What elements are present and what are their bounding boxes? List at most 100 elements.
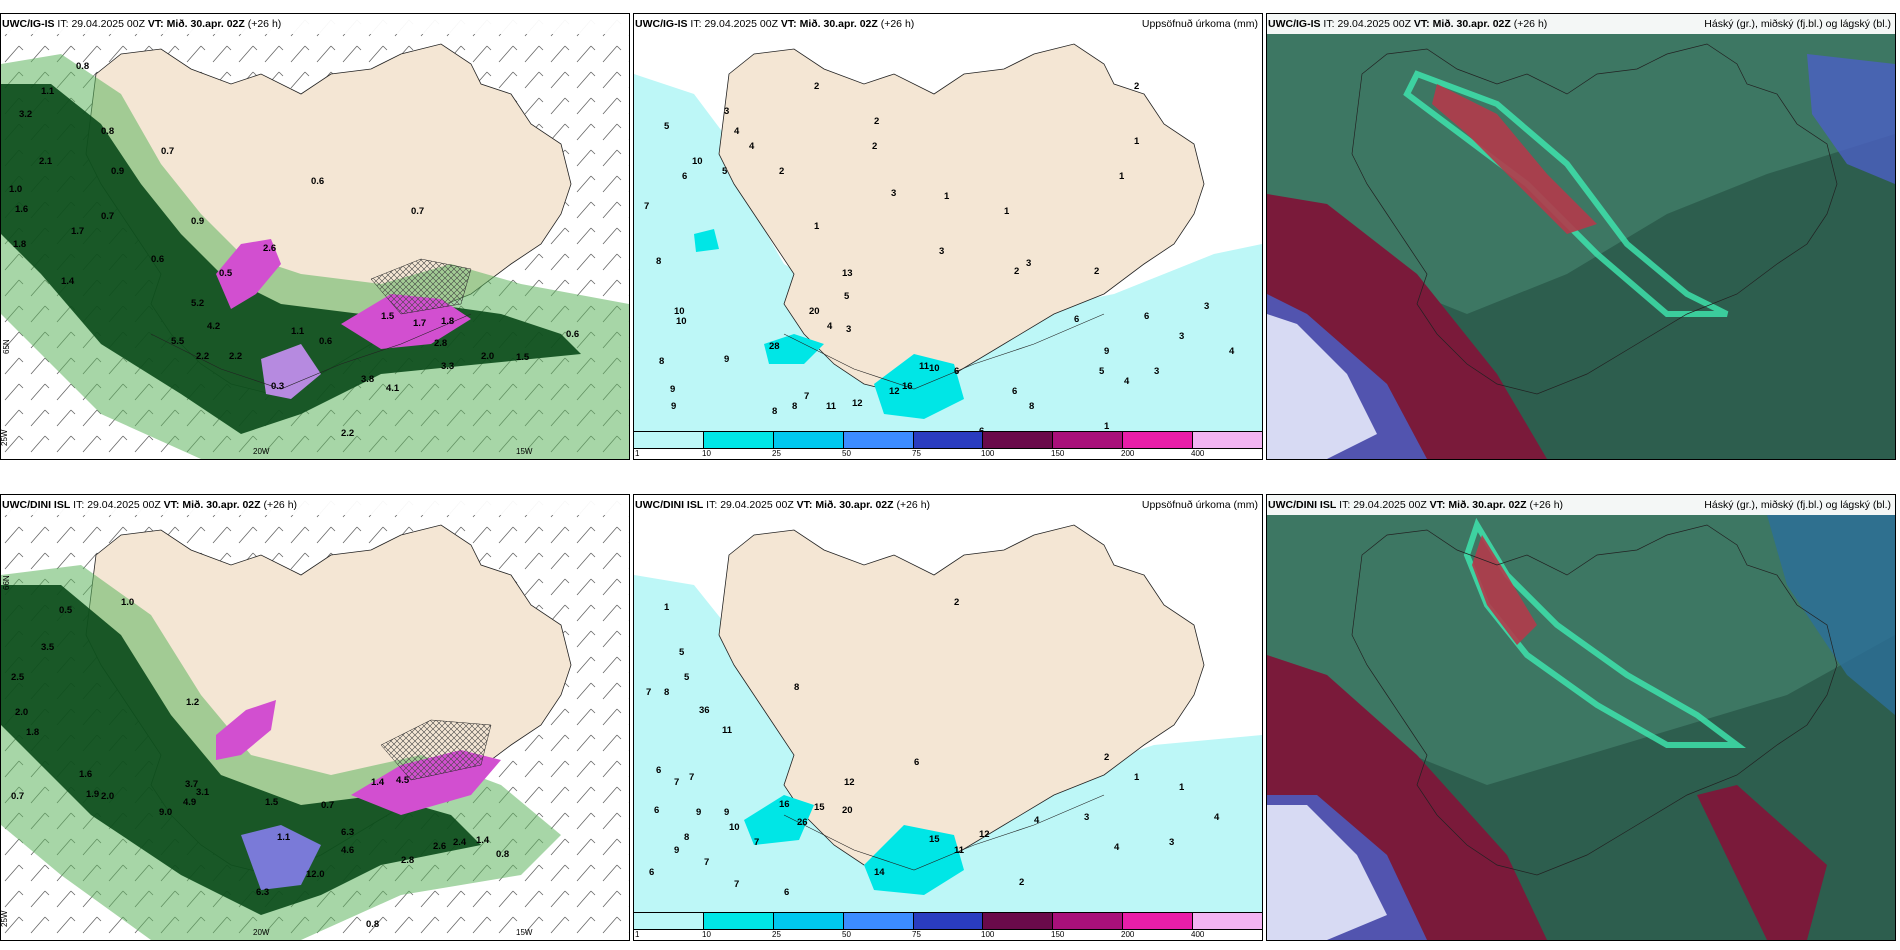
value-label: 2 xyxy=(1104,752,1109,763)
value-label: 0.7 xyxy=(161,146,174,157)
colorbar-tick: 75 xyxy=(912,930,921,939)
value-label: 1.4 xyxy=(61,276,75,287)
it-label: IT: xyxy=(690,18,702,30)
value-label: 6 xyxy=(649,867,654,878)
value-label: 2.5 xyxy=(11,672,25,683)
value-label: 3.1 xyxy=(196,787,210,798)
colorbar-ticks: 1 10 25 50 75 100 150 200 400 xyxy=(634,930,1262,940)
value-label: 6 xyxy=(784,887,789,898)
colorbar-tick: 100 xyxy=(981,449,995,458)
lon-label: 20W xyxy=(253,928,270,937)
wind-precip-map: 0.8 1.1 3.2 2.1 0.9 0.8 0.7 1.0 1.6 1.8 … xyxy=(1,14,629,459)
panel-header: UWC/IG-IS IT: 29.04.2025 00Z VT: Mið. 30… xyxy=(1268,18,1547,30)
value-label: 1 xyxy=(664,602,670,613)
vt-label: VT: xyxy=(780,18,797,30)
precip-values: 1 5 5 7 8 6 7 6 7 9 9 10 11 12 16 15 26 … xyxy=(646,597,1220,935)
value-label: 0.8 xyxy=(76,61,89,72)
value-label: 1.8 xyxy=(26,727,39,738)
colorbar-segment xyxy=(703,432,774,448)
init-time: 29.04.2025 00Z xyxy=(704,18,778,30)
value-label: 0.7 xyxy=(101,211,114,222)
colorbar-segment xyxy=(1193,913,1262,929)
colorbar-segment xyxy=(1053,432,1124,448)
mid-cloud-area xyxy=(1267,515,1895,785)
value-label: 1.5 xyxy=(516,352,530,363)
white-cloud-area xyxy=(1267,314,1377,459)
value-label: 1.4 xyxy=(371,777,385,788)
value-label: 4 xyxy=(749,141,755,152)
value-label: 2.4 xyxy=(453,837,467,848)
value-label: 9.0 xyxy=(159,807,172,818)
value-label: 2.8 xyxy=(401,855,414,866)
value-label: 2 xyxy=(954,597,959,608)
iceland-outline xyxy=(1351,524,1838,876)
colorbar-segment xyxy=(843,432,914,448)
value-label: 3.5 xyxy=(41,642,55,653)
value-label: 8 xyxy=(684,832,689,843)
value-label: 9 xyxy=(671,401,676,412)
precip-colorbar xyxy=(634,912,1262,930)
panel-header-bg xyxy=(1267,495,1895,515)
value-label: 6.3 xyxy=(256,887,269,898)
value-label: 16 xyxy=(902,381,913,392)
value-label: 11 xyxy=(826,401,837,412)
value-label: 15 xyxy=(814,802,825,813)
accum-precip-map: 5 7 8 10 8 9 9 6 10 5 2 3 4 4 2 1 1 2 2 … xyxy=(634,14,1262,459)
value-label: 6 xyxy=(656,765,661,776)
colorbar-segment xyxy=(983,432,1054,448)
value-label: 28 xyxy=(769,341,780,352)
value-label: 5.2 xyxy=(191,298,204,309)
panel-accum-precip-igis: UWC/IG-IS IT: 29.04.2025 00Z VT: Mið. 30… xyxy=(633,13,1263,460)
value-label: 5 xyxy=(722,166,728,177)
model-name: UWC/DINI ISL xyxy=(635,499,704,511)
value-label: 1.7 xyxy=(413,318,426,329)
lead-time: (+26 h) xyxy=(1529,499,1564,511)
value-label: 4.2 xyxy=(207,321,220,332)
value-label: 10 xyxy=(692,156,703,167)
value-label: 1.8 xyxy=(441,316,454,327)
init-time: 29.04.2025 00Z xyxy=(720,499,794,511)
precip-colorbar xyxy=(634,431,1262,449)
value-label: 2 xyxy=(779,166,784,177)
high-cloud-streak xyxy=(1697,785,1827,940)
value-label: 1.1 xyxy=(41,86,55,97)
lon-label: 15W xyxy=(516,928,533,937)
valid-time: Mið. 30.apr. 02Z xyxy=(1432,18,1511,30)
precip-values: 0.8 1.1 3.2 2.1 0.9 0.8 0.7 1.0 1.6 1.8 … xyxy=(9,61,579,439)
lon-label: 15W xyxy=(516,447,533,456)
value-label: 3 xyxy=(724,106,729,117)
value-label: 4.1 xyxy=(386,383,400,394)
panel-header-bg xyxy=(1,495,629,515)
value-label: 1.0 xyxy=(9,184,22,195)
value-label: 0.6 xyxy=(151,254,164,265)
model-name: UWC/IG-IS xyxy=(1268,18,1321,30)
panel-title: Háský (gr.), miðský (fj.bl.) og lágský (… xyxy=(1704,499,1891,511)
panel-title: Háský (gr.), miðský (fj.bl.) og lágský (… xyxy=(1704,18,1891,30)
value-label: 6 xyxy=(654,805,659,816)
value-label: 7 xyxy=(646,687,651,698)
valid-time: Mið. 30.apr. 02Z xyxy=(1448,499,1527,511)
value-label: 5 xyxy=(684,672,690,683)
value-label: 5 xyxy=(679,647,685,658)
panel-header-bg xyxy=(1,14,629,34)
coastline-south xyxy=(150,313,472,390)
value-label: 4 xyxy=(1229,346,1235,357)
colorbar-segment xyxy=(913,913,984,929)
lon-label: 20W xyxy=(253,447,270,456)
panel-header: UWC/IG-IS IT: 29.04.2025 00Z VT: Mið. 30… xyxy=(2,18,281,30)
value-label: 1 xyxy=(1004,206,1010,217)
high-cloud-core xyxy=(1432,84,1597,234)
value-label: 0.5 xyxy=(59,605,73,616)
colorbar-tick: 10 xyxy=(702,449,711,458)
value-label: 9 xyxy=(674,845,679,856)
value-label: 2 xyxy=(814,81,819,92)
glacier-hatch xyxy=(370,258,472,315)
colorbar-tick: 25 xyxy=(772,930,781,939)
colorbar-tick: 150 xyxy=(1051,930,1065,939)
lat-label: 65N xyxy=(2,339,11,354)
value-label: 5 xyxy=(844,291,850,302)
value-label: 6 xyxy=(1012,386,1017,397)
value-label: 0.6 xyxy=(566,329,579,340)
value-label: 5 xyxy=(1099,366,1105,377)
value-label: 1 xyxy=(1104,421,1110,432)
